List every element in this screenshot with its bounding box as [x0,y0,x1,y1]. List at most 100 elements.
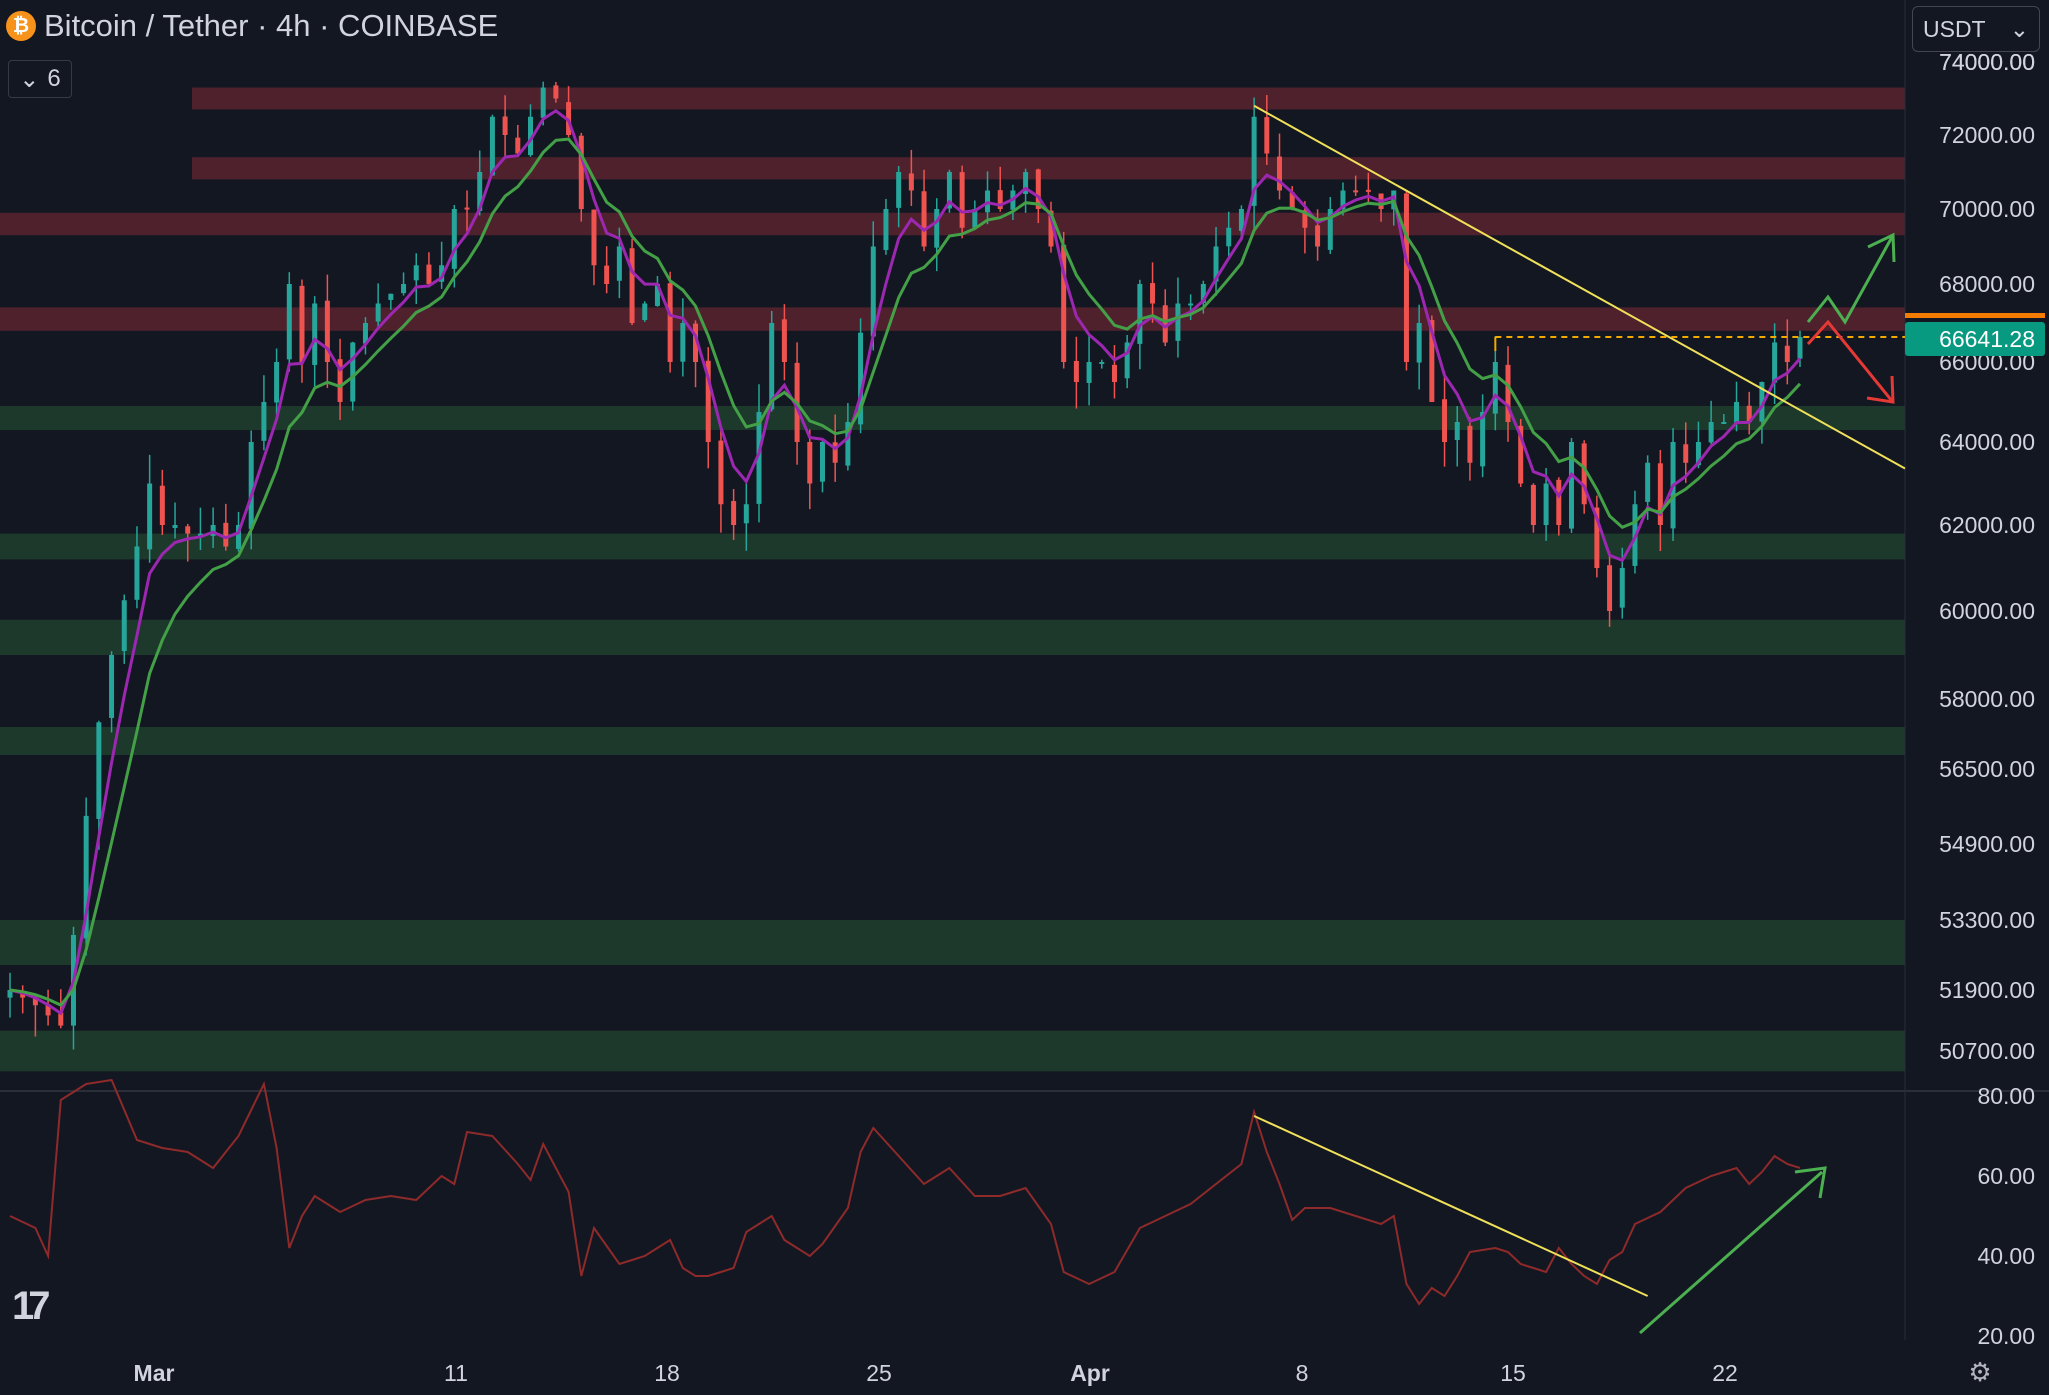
oscillator-trendline [1253,1115,1649,1297]
candle-body [1023,172,1029,194]
candle-body [1480,412,1486,467]
candle-body [1543,483,1549,526]
candle-body [1619,568,1625,608]
candle-body [1442,399,1448,442]
candle-body [1226,227,1232,247]
resistance-zone [192,87,1905,110]
candle-body [667,283,673,362]
support-zone [0,533,1905,560]
candle-body [1568,442,1574,529]
support-zone [0,920,1905,965]
candle-body [489,116,495,176]
candle-body [1251,116,1257,206]
candle-body [781,319,787,362]
candle-body [934,209,940,248]
candle-body [921,191,927,247]
chart-header: ₿ Bitcoin / Tether · 4h · COINBASE [6,8,498,44]
candle-body [604,265,610,284]
candle-body [299,285,305,362]
candle-body [1403,193,1409,362]
indicators-toggle-button[interactable]: ⌄ 6 [8,60,72,98]
candle-body [743,504,749,524]
candle-body [540,87,546,118]
candle-body [1683,444,1689,463]
candle-body [20,993,26,998]
y-tick-label: 50700.00 [1939,1038,2035,1064]
candle-body [1416,323,1422,363]
y-tick-label: 53300.00 [1939,907,2035,933]
candle-body [1111,364,1117,382]
tradingview-logo[interactable]: 17 [12,1284,50,1328]
candle-body [1124,342,1130,379]
candle-body [1429,320,1435,402]
x-tick-label: 11 [444,1360,468,1386]
candle-body [1556,479,1562,525]
candle-body [629,248,635,323]
candle-body [654,284,660,306]
candle-body [32,997,38,1006]
candle-body [705,360,711,442]
candle-body [172,525,178,528]
bitcoin-icon: ₿ [6,11,36,41]
candle-body [1772,342,1778,383]
candle-body [502,116,508,135]
candle-body [388,293,394,300]
candle-body [7,990,13,998]
oscillator-up-arrow [1639,1170,1823,1335]
candle-body [1099,362,1105,364]
candle-body [1327,209,1333,250]
current-price-tag [1905,322,2045,357]
candle-body [680,323,686,362]
currency-label: USDT [1923,15,1986,42]
candle-body [1340,190,1346,210]
candle-body [642,303,648,321]
candle-body [1530,484,1536,525]
candle-body [1594,507,1600,568]
candle-body [96,722,102,819]
x-tick-label: Mar [134,1360,175,1386]
oscillator-tick-label: 40.00 [1977,1243,2035,1269]
symbol-title[interactable]: Bitcoin / Tether · 4h · COINBASE [44,8,499,43]
candle-body [1188,303,1194,306]
ema-slow-line [9,137,1802,1007]
candle-body [1695,442,1701,466]
y-tick-label: 54900.00 [1939,831,2035,857]
candle-body [553,85,559,99]
y-tick-label: 72000.00 [1939,122,2035,148]
support-zone [0,1030,1905,1072]
candle-body [45,1004,51,1016]
bullish-projection-arrow [1806,236,1894,325]
candle-body [1746,405,1752,422]
candle-body [236,525,242,549]
candle-body [109,655,115,718]
x-tick-label: Apr [1070,1360,1110,1386]
currency-select[interactable]: USDT ⌄ [1912,6,2040,52]
resistance-zone [0,307,1905,331]
candle-body [1784,345,1790,362]
candle-body [1086,362,1092,383]
candle-body [337,359,343,402]
candle-body [58,1012,64,1026]
candle-body [769,323,775,410]
support-zone [0,619,1905,655]
candle-body [1797,337,1803,359]
candle-body [439,265,445,282]
projection-arrows [1806,232,1896,404]
oscillator-line [9,1078,1801,1306]
candle-body [731,501,737,525]
candle-body [908,173,914,191]
candle-body [350,342,356,402]
candle-body [1264,117,1270,154]
price-tag-accent [1905,313,2045,318]
resistance-trendline [1253,104,1906,470]
candle-body [401,284,407,294]
x-tick-label: 15 [1500,1360,1526,1386]
y-tick-label: 58000.00 [1939,686,2035,712]
candle-body [1708,422,1714,443]
candle-body [832,442,838,463]
candle-body [1581,443,1587,505]
candle-body [693,323,699,362]
x-tick-label: 18 [654,1360,680,1386]
settings-gear-icon[interactable]: ⚙ [1968,1356,1992,1387]
